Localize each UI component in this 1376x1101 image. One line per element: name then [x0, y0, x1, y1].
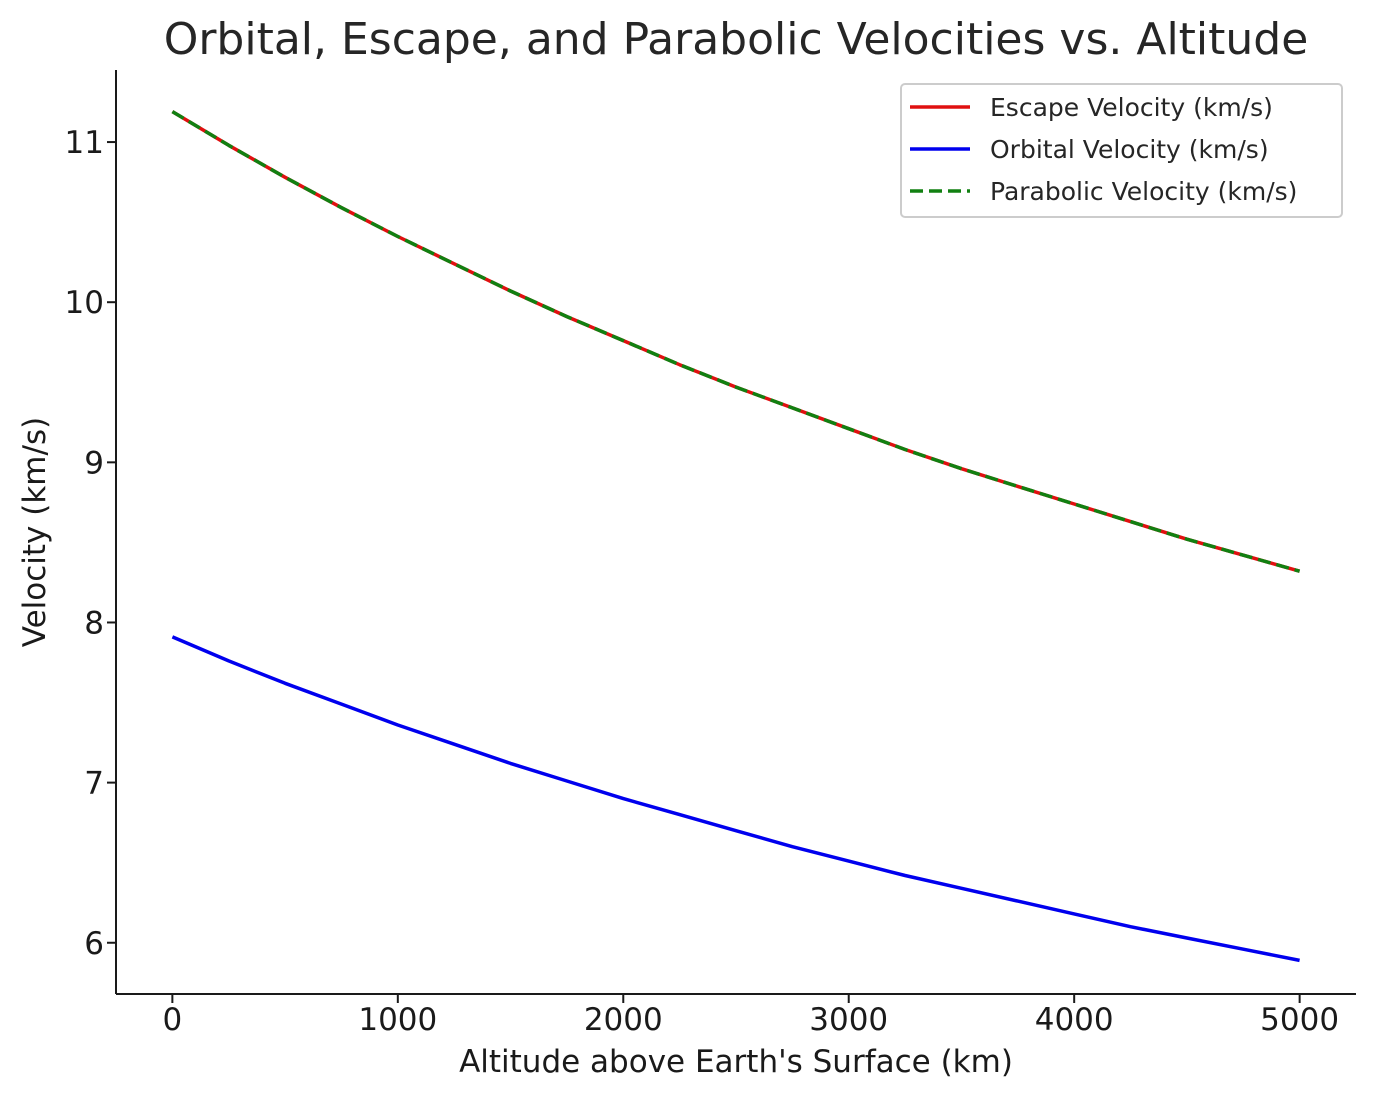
y-axis-label: Velocity (km/s): [17, 417, 53, 647]
y-tick-label: 10: [65, 285, 104, 321]
legend-frame: [900, 83, 1343, 218]
x-tick-label: 5000: [1260, 1002, 1339, 1038]
x-tick-label: 3000: [809, 1002, 888, 1038]
legend: Escape Velocity (km/s) Orbital Velocity (…: [900, 83, 1343, 218]
x-axis-ticks: 0 1000 2000 3000 4000 5000: [162, 994, 1339, 1038]
chart-title: Orbital, Escape, and Parabolic Velocitie…: [164, 14, 1309, 65]
series-line-orbital: [171, 635, 1300, 963]
y-tick-label: 6: [84, 926, 104, 962]
series-line-parabolic: [171, 110, 1301, 573]
x-tick-label: 4000: [1035, 1002, 1114, 1038]
y-tick-label: 7: [84, 766, 104, 802]
legend-label: Parabolic Velocity (km/s): [990, 177, 1297, 206]
legend-items: Escape Velocity (km/s) Orbital Velocity (…: [910, 93, 1297, 206]
legend-label: Orbital Velocity (km/s): [990, 135, 1269, 164]
x-tick-label: 2000: [584, 1002, 663, 1038]
x-tick-label: 1000: [358, 1002, 437, 1038]
plot-area: 0 1000 2000 3000 4000 5000 6 7 8 9 10 11: [65, 70, 1356, 1038]
series-lines: [171, 110, 1301, 963]
y-tick-label: 9: [84, 445, 104, 481]
x-axis-label: Altitude above Earth's Surface (km): [459, 1044, 1013, 1080]
y-tick-label: 11: [65, 125, 104, 161]
x-tick-label: 0: [162, 1002, 182, 1038]
legend-label: Escape Velocity (km/s): [990, 93, 1273, 122]
y-axis-ticks: 6 7 8 9 10 11: [65, 125, 116, 962]
y-tick-label: 8: [84, 605, 104, 641]
